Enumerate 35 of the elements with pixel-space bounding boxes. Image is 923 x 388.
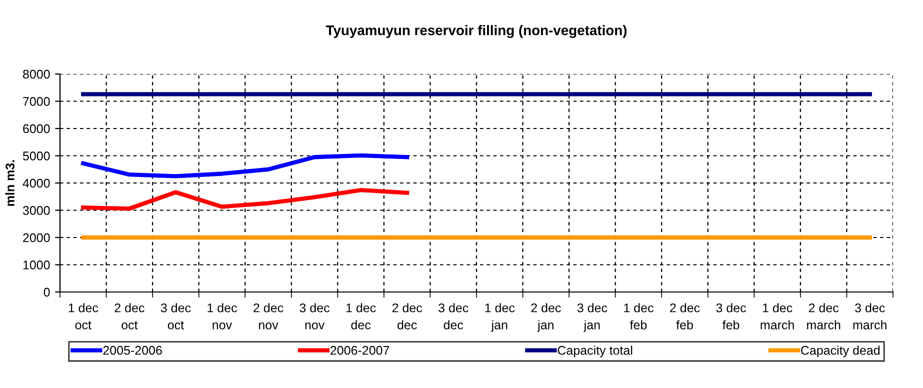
x-tick-label: 2 dec feb — [670, 303, 700, 330]
x-tick-label: 1 dec nov — [208, 303, 237, 330]
x-tick-label: 3 dec oct — [160, 303, 191, 330]
y-tick-label: 0 — [44, 288, 50, 297]
x-tick-label: 3 dec feb — [716, 303, 746, 330]
x-tick-label: 3 dec dec — [438, 303, 468, 330]
y-tick-label: 4000 — [22, 178, 50, 188]
y-tick-label: 5000 — [22, 152, 50, 160]
x-tick-label: 1 dec feb — [624, 303, 654, 330]
y-tick-label: 1000 — [23, 260, 50, 270]
x-tick-label: 2 dec oct — [114, 303, 144, 330]
x-tick-label: 1 dec oct — [68, 303, 98, 330]
x-tick-label: 3 dec jan — [577, 303, 608, 332]
x-tick-label: 2 dec jan — [531, 303, 561, 332]
x-tick-label: 1 dec jan — [485, 303, 515, 332]
y-tick-label: 8000 — [23, 70, 50, 79]
x-tick-label: 3 dec nov — [300, 303, 330, 330]
y-tick-label: 7000 — [23, 97, 50, 106]
y-tick-label: 6000 — [23, 124, 50, 134]
line-series — [81, 153, 410, 178]
x-tick-label: 2 dec nov — [254, 303, 284, 330]
y-tick-label: 3000 — [22, 206, 50, 215]
legend-label: 2006-2007 — [330, 346, 390, 355]
x-tick-label: 1 dec dec — [346, 303, 376, 330]
x-tick-label: 1 dec march — [760, 303, 794, 330]
chart-title: Tyuyamuyun reservoir filling (non-vegetation) — [326, 25, 627, 38]
legend-label: Capacity total — [558, 346, 632, 358]
line-series — [81, 188, 410, 211]
x-tick-label: 2 dec march — [807, 303, 840, 330]
x-tick-label: 2 dec dec — [392, 303, 422, 330]
y-tick-label: 2000 — [23, 233, 50, 242]
y-axis-title: mln m3. — [5, 160, 14, 206]
x-tick-label: 3 dec march — [853, 303, 886, 330]
legend-label: 2005-2006 — [103, 346, 162, 355]
legend-label: Capacity dead — [801, 346, 880, 358]
